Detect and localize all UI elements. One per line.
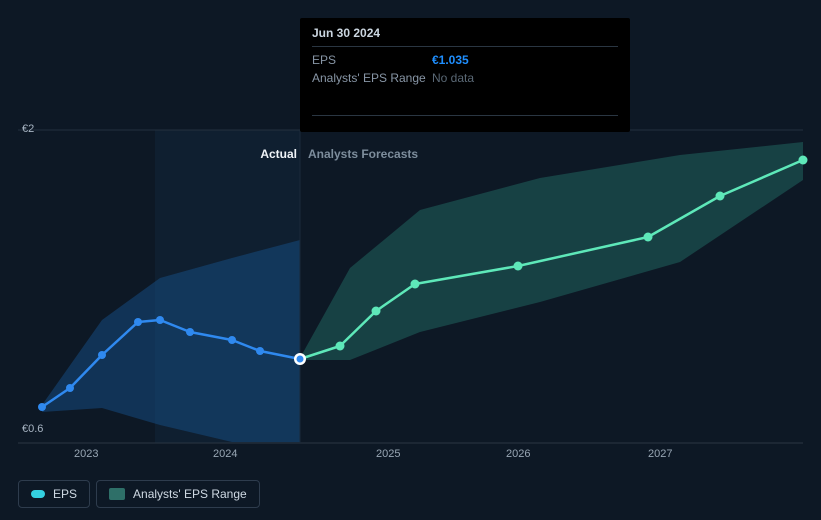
eps-marker <box>66 384 74 392</box>
eps-marker <box>411 280 420 289</box>
section-label-forecast: Analysts Forecasts <box>308 147 418 161</box>
section-label-actual: Actual <box>260 147 297 161</box>
legend: EPS Analysts' EPS Range <box>18 480 260 508</box>
x-tick-label: 2024 <box>213 448 237 460</box>
eps-marker <box>156 316 164 324</box>
tooltip-row-label: EPS <box>312 53 432 67</box>
eps-marker <box>799 156 808 165</box>
legend-label: Analysts' EPS Range <box>133 487 247 501</box>
tooltip-row: EPS €1.035 <box>312 51 618 69</box>
legend-swatch-line <box>31 490 45 498</box>
eps-marker <box>38 403 46 411</box>
eps-marker <box>644 233 653 242</box>
eps-marker <box>256 347 264 355</box>
eps-marker <box>372 307 381 316</box>
tooltip-divider <box>312 115 618 116</box>
legend-swatch-area <box>109 488 125 500</box>
eps-marker <box>134 318 142 326</box>
tooltip-row-value: €1.035 <box>432 53 469 67</box>
eps-marker <box>336 342 345 351</box>
tooltip-date: Jun 30 2024 <box>312 26 618 47</box>
eps-marker <box>228 336 236 344</box>
y-tick-label: €0.6 <box>22 423 43 435</box>
legend-item-eps[interactable]: EPS <box>18 480 90 508</box>
focus-marker-inner <box>297 356 304 363</box>
legend-item-range[interactable]: Analysts' EPS Range <box>96 480 260 508</box>
tooltip-row-label: Analysts' EPS Range <box>312 71 432 85</box>
eps-marker <box>98 351 106 359</box>
eps-marker <box>514 262 523 271</box>
x-tick-label: 2025 <box>376 448 400 460</box>
x-tick-label: 2026 <box>506 448 530 460</box>
x-tick-label: 2023 <box>74 448 98 460</box>
y-tick-label: €2 <box>22 123 34 135</box>
legend-label: EPS <box>53 487 77 501</box>
eps-marker <box>716 192 725 201</box>
tooltip-row-value: No data <box>432 71 474 85</box>
chart-container: €2 €0.6 2023 2024 2025 2026 2027 Actual … <box>0 0 821 520</box>
range-area-forecast <box>300 142 803 360</box>
chart-tooltip: Jun 30 2024 EPS €1.035 Analysts' EPS Ran… <box>300 18 630 132</box>
tooltip-row: Analysts' EPS Range No data <box>312 69 618 87</box>
eps-marker <box>186 328 194 336</box>
x-tick-label: 2027 <box>648 448 672 460</box>
